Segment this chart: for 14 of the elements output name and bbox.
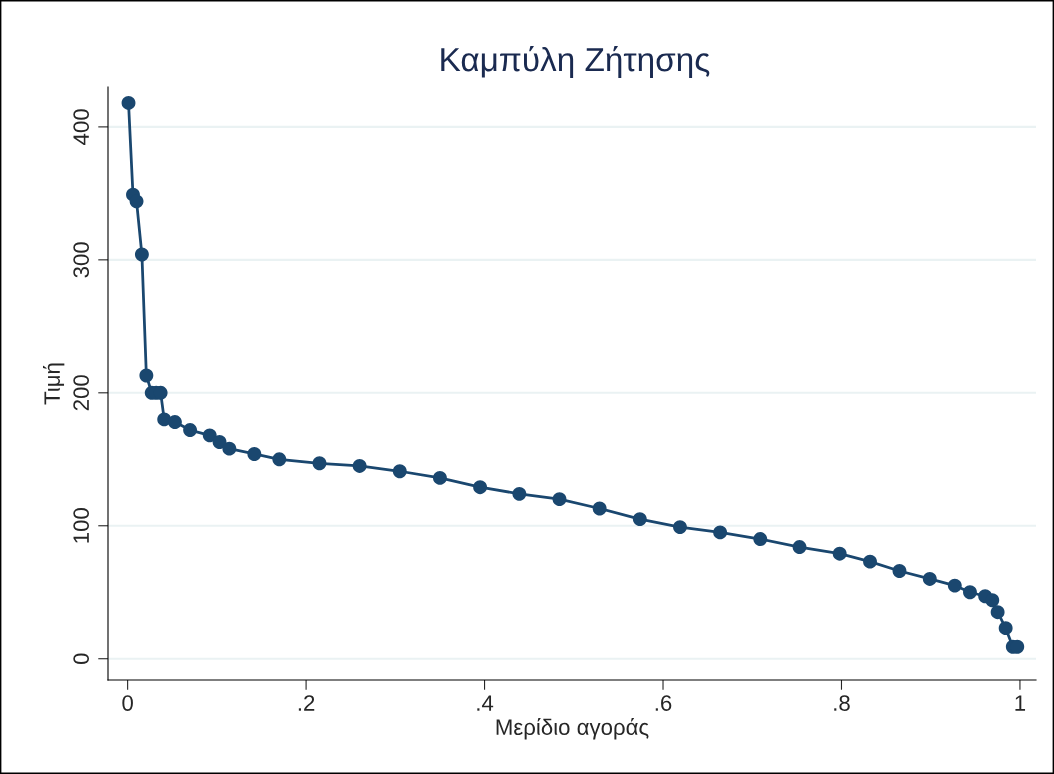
- y-axis-title: Τιμή: [43, 363, 65, 405]
- x-tick-label: .8: [834, 695, 850, 711]
- x-tick-label: 0: [122, 695, 133, 711]
- x-axis-title: Μερίδιο αγοράς: [496, 718, 649, 740]
- x-tick-label: 1: [1015, 695, 1026, 711]
- y-tick-label: 200: [73, 375, 90, 411]
- y-tick-label: 0: [73, 653, 90, 665]
- y-tick-label: 400: [73, 109, 90, 145]
- y-tick-label: 300: [73, 242, 90, 278]
- y-tick-label: 100: [73, 508, 90, 543]
- x-tick-label: .4: [477, 695, 494, 711]
- x-tick-label: .6: [655, 695, 672, 711]
- chart-title: Καμπύλη Ζήτησης: [441, 45, 710, 78]
- x-tick-label: .2: [298, 695, 315, 711]
